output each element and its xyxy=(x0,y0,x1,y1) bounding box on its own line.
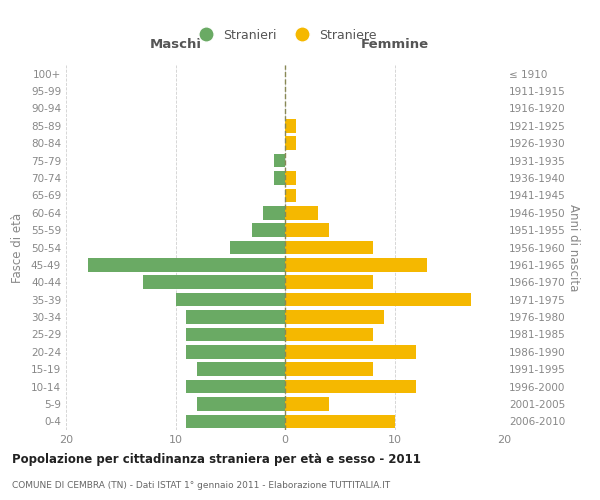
Bar xyxy=(285,328,373,341)
Bar xyxy=(197,397,285,410)
Bar xyxy=(285,345,416,358)
Bar xyxy=(285,380,416,394)
Bar xyxy=(285,293,471,306)
Bar xyxy=(285,136,296,150)
Bar xyxy=(285,240,373,254)
Text: Femmine: Femmine xyxy=(361,38,428,51)
Bar xyxy=(285,310,383,324)
Bar xyxy=(187,380,285,394)
Legend: Stranieri, Straniere: Stranieri, Straniere xyxy=(188,24,382,47)
Bar xyxy=(285,258,427,272)
Bar xyxy=(285,224,329,237)
Bar xyxy=(274,171,285,185)
Bar xyxy=(187,414,285,428)
Bar xyxy=(187,310,285,324)
Bar xyxy=(197,362,285,376)
Text: Maschi: Maschi xyxy=(149,38,202,51)
Bar xyxy=(176,293,285,306)
Text: Popolazione per cittadinanza straniera per età e sesso - 2011: Popolazione per cittadinanza straniera p… xyxy=(12,452,421,466)
Bar xyxy=(252,224,285,237)
Bar xyxy=(285,397,329,410)
Bar xyxy=(274,154,285,168)
Bar xyxy=(285,362,373,376)
Bar xyxy=(285,206,318,220)
Bar xyxy=(263,206,285,220)
Bar xyxy=(285,414,395,428)
Bar xyxy=(285,119,296,132)
Y-axis label: Fasce di età: Fasce di età xyxy=(11,212,24,282)
Bar xyxy=(285,276,373,289)
Bar xyxy=(187,328,285,341)
Bar xyxy=(187,345,285,358)
Bar xyxy=(285,188,296,202)
Bar xyxy=(88,258,285,272)
Bar xyxy=(143,276,285,289)
Bar xyxy=(230,240,285,254)
Text: COMUNE DI CEMBRA (TN) - Dati ISTAT 1° gennaio 2011 - Elaborazione TUTTITALIA.IT: COMUNE DI CEMBRA (TN) - Dati ISTAT 1° ge… xyxy=(12,480,390,490)
Y-axis label: Anni di nascita: Anni di nascita xyxy=(566,204,580,291)
Bar xyxy=(285,171,296,185)
